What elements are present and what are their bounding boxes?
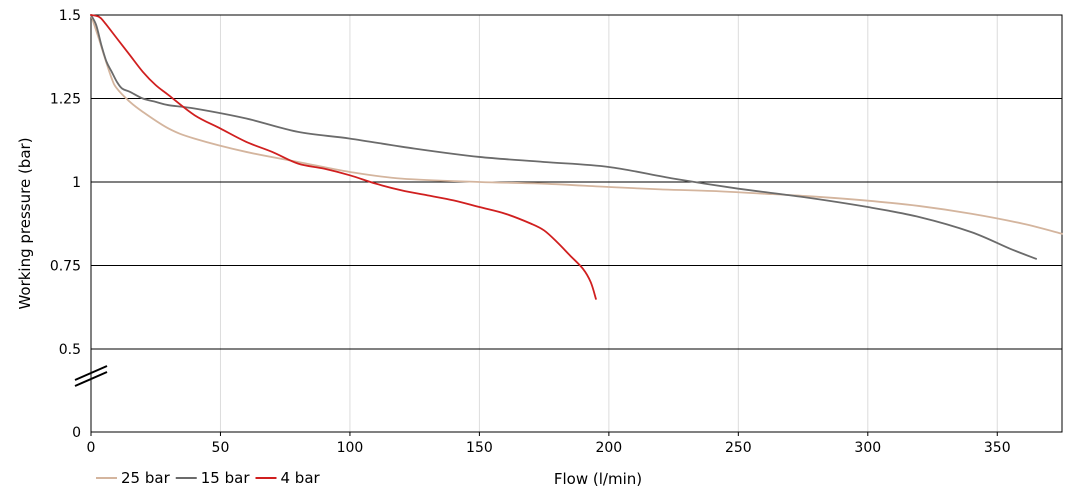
y-tick-label: 1.25 <box>50 92 81 108</box>
y-axis-break <box>74 365 108 387</box>
series-line-25-bar <box>90 14 1063 235</box>
y-tick-label: 0 <box>72 425 81 441</box>
y-tick-label: 0.5 <box>59 342 81 358</box>
plot-frame <box>90 14 1063 433</box>
axis-break-mark <box>74 365 108 381</box>
legend-label: 15 bar <box>201 469 251 487</box>
x-axis-label: Flow (l/min) <box>554 470 642 488</box>
horizontal-gridlines <box>91 98 1062 350</box>
x-tick-labels: 0 50 100 150 200 250 300 350 <box>87 432 1011 456</box>
y-tick-label: 0.75 <box>50 259 81 275</box>
series-line-4-bar <box>90 14 597 300</box>
y-tick-label: 1.5 <box>59 8 81 24</box>
y-tick-label: 1 <box>72 175 81 191</box>
y-tick-labels: 0 0.5 0.75 1 1.25 1.5 <box>50 8 81 441</box>
legend-label: 25 bar <box>121 469 171 487</box>
series-line-15-bar <box>90 14 1038 260</box>
series-layer <box>90 14 1063 300</box>
x-tick-label: 200 <box>595 440 622 456</box>
y-axis-label: Working pressure (bar) <box>16 137 34 309</box>
x-tick-label: 350 <box>984 440 1011 456</box>
x-tick-label: 300 <box>854 440 881 456</box>
axis-break-mark <box>74 371 108 387</box>
vertical-gridlines <box>219 15 998 432</box>
legend: 25 bar 15 bar 4 bar <box>96 469 321 487</box>
x-tick-label: 100 <box>337 440 364 456</box>
x-tick-label: 250 <box>725 440 752 456</box>
x-tick-label: 0 <box>87 440 96 456</box>
x-tick-label: 50 <box>212 440 230 456</box>
legend-label: 4 bar <box>281 469 321 487</box>
x-tick-label: 150 <box>466 440 493 456</box>
